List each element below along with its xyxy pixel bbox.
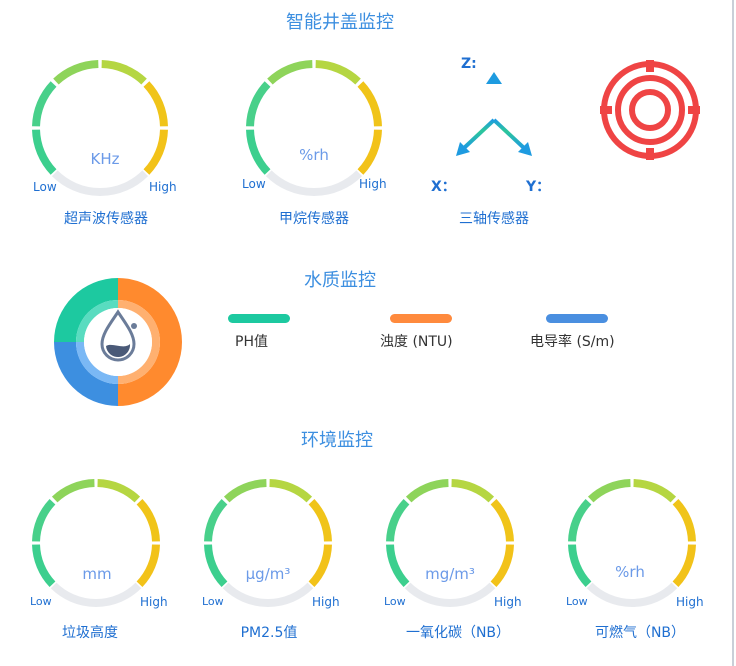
gauge-segment (32, 129, 57, 175)
gauge-segment (269, 479, 313, 503)
gauge-low-label: Low (566, 595, 588, 608)
gauge-segment (136, 544, 160, 588)
gauge-low-label: Low (242, 177, 266, 191)
gauge-segment (246, 81, 271, 127)
gauge-segment (143, 129, 168, 175)
gauge-segment (490, 544, 514, 588)
gauge-unit: mm (82, 565, 112, 583)
gauge-ring (386, 479, 514, 607)
gauge-segment (53, 60, 99, 85)
gauge-track (50, 582, 142, 607)
combustible-gauge: %rh Low High (566, 477, 704, 609)
gauge-ring (32, 479, 160, 607)
gauge-unit: μg/m³ (245, 565, 291, 583)
gauge-segment (246, 129, 271, 175)
three-axis-icon (456, 72, 532, 156)
gauge-track (586, 582, 678, 607)
y-axis-label: Y： (526, 179, 551, 195)
gauge-segment (405, 479, 449, 503)
turbidity-legend-bar (390, 314, 452, 323)
section-title-manhole: 智能井盖监控 (286, 12, 394, 33)
co-caption: 一氧化碳（NB） (405, 625, 511, 641)
ph-legend-label: PH值 (235, 334, 268, 350)
section-title-water: 水质监控 (304, 270, 376, 291)
pm25-gauge: μg/m³ Low High (202, 477, 340, 609)
gauge-segment (32, 498, 56, 542)
water-drop-icon (100, 309, 137, 362)
gauge-track (222, 582, 314, 607)
gauge-segment (568, 498, 592, 542)
gauge-segment (97, 479, 141, 503)
gauge-segment (51, 479, 95, 503)
target-icon (600, 60, 700, 160)
gauge-segment (587, 479, 631, 503)
gauge-segment (672, 544, 696, 588)
x-axis-label: X： (431, 179, 456, 195)
methane-gauge: %rh Low High (242, 58, 387, 198)
conductivity-legend-label: 电导率 (S/m) (530, 334, 615, 350)
gauge-unit: %rh (299, 146, 329, 164)
conductivity-legend-bar (546, 314, 608, 323)
gauge-low-label: Low (384, 595, 406, 608)
gauge-segment (451, 479, 495, 503)
garbage-caption: 垃圾高度 (62, 625, 118, 641)
gauge-high-label: High (494, 595, 522, 609)
gauge-unit: mg/m³ (425, 565, 475, 583)
gauge-segment (223, 479, 267, 503)
gauge-high-label: High (312, 595, 340, 609)
gauge-segment (204, 544, 228, 588)
gauge-segment (267, 60, 313, 85)
ultrasonic-gauge: KHz Low High (30, 58, 177, 198)
gauge-segment (101, 60, 147, 85)
gauge-low-label: Low (202, 595, 224, 608)
section-title-environment: 环境监控 (301, 430, 373, 451)
gauge-segment (386, 544, 410, 588)
garbage-gauge: mm Low High (30, 477, 168, 609)
ph-legend-bar (228, 314, 290, 323)
co-gauge: mg/m³ Low High (384, 477, 522, 609)
gauge-segment (32, 544, 56, 588)
gauge-ring (568, 479, 696, 607)
gauge-high-label: High (359, 177, 387, 191)
gauge-segment (386, 498, 410, 542)
z-axis-label: Z: (461, 56, 477, 72)
ultrasonic-caption: 超声波传感器 (64, 211, 148, 227)
right-border (732, 0, 734, 666)
gauge-track (404, 582, 496, 607)
gauge-segment (315, 60, 361, 85)
gauge-segment (143, 81, 168, 127)
gauge-high-label: High (140, 595, 168, 609)
gauge-ring (204, 479, 332, 607)
pm25-caption: PM2.5值 (240, 625, 298, 641)
water-quality-ring (54, 278, 182, 406)
gauge-segment (308, 544, 332, 588)
gauge-track (51, 170, 149, 196)
gauge-unit: KHz (90, 150, 120, 168)
methane-caption: 甲烷传感器 (279, 211, 349, 227)
gauge-low-label: Low (30, 595, 52, 608)
combustible-caption: 可燃气（NB） (594, 625, 686, 641)
gauge-segment (633, 479, 677, 503)
gauge-segment (357, 81, 382, 127)
gauge-segment (204, 498, 228, 542)
gauge-segment (568, 544, 592, 588)
gauge-high-label: High (149, 180, 177, 194)
gauge-segment (357, 129, 382, 175)
gauge-segment (136, 498, 160, 542)
gauge-segment (32, 81, 57, 127)
gauge-low-label: Low (33, 180, 57, 194)
gauge-unit: %rh (615, 563, 645, 581)
gauge-ring (246, 60, 382, 196)
gauge-segment (672, 498, 696, 542)
gauge-ring (32, 60, 168, 196)
gauge-track (265, 170, 363, 196)
triaxial-caption: 三轴传感器 (459, 211, 529, 227)
gauge-segment (490, 498, 514, 542)
turbidity-legend-label: 浊度 (NTU) (380, 334, 453, 350)
gauge-high-label: High (676, 595, 704, 609)
gauge-segment (308, 498, 332, 542)
